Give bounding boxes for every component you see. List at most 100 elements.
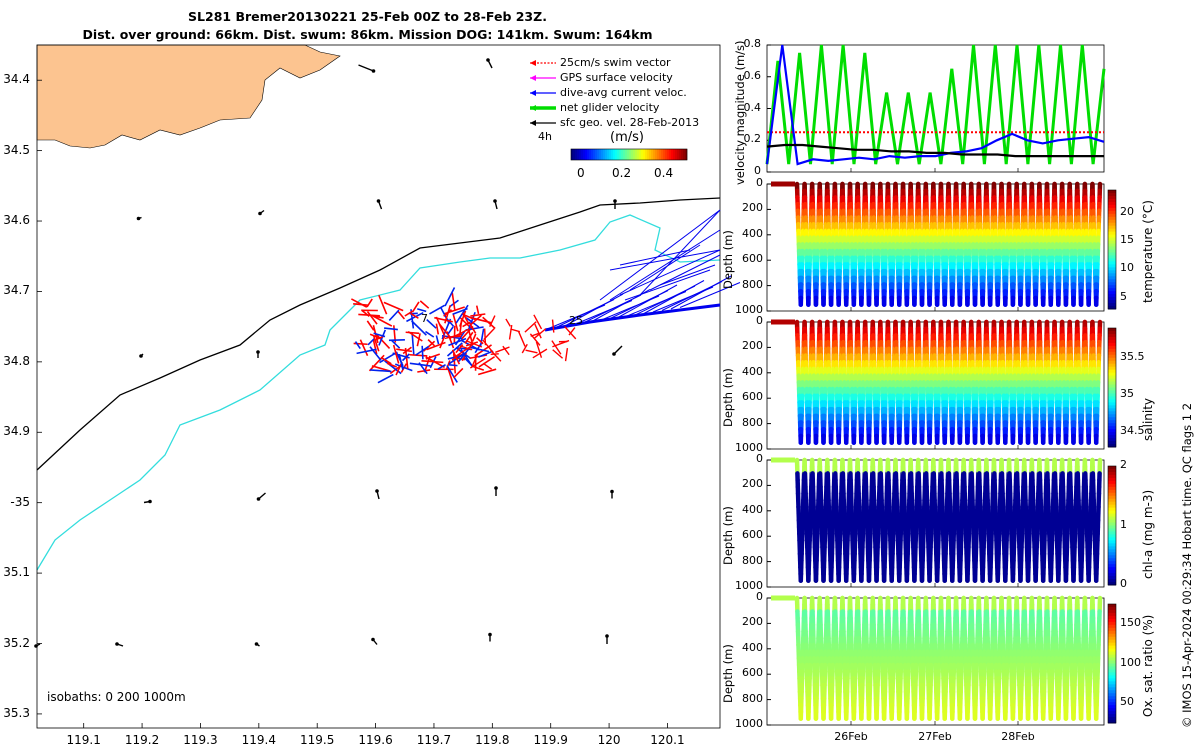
profile-colorbar-cell xyxy=(1108,396,1116,400)
map-colorbar-cell xyxy=(603,149,606,160)
profile-colorbar-cell xyxy=(1108,555,1116,559)
profile-colorbar-cell xyxy=(1108,328,1116,332)
profile-colorbar-cell xyxy=(1108,528,1116,532)
swim-vector xyxy=(373,332,386,338)
swim-vector xyxy=(490,353,499,356)
profile-colorbar-cell xyxy=(1108,204,1116,209)
swim-vector xyxy=(421,359,444,364)
map-colorbar-cell xyxy=(631,149,634,160)
sfc-geo-vector-head xyxy=(488,632,492,637)
map-colorbar-cell xyxy=(635,149,638,160)
sfc-geo-vector-head xyxy=(148,499,152,504)
profile-colorbar-cell xyxy=(1108,573,1116,577)
sfc-geo-vector-head xyxy=(613,199,617,203)
map-colorbar-cell xyxy=(585,149,588,160)
profile-colorbar-cell xyxy=(1108,234,1116,239)
profile-colorbar-cell xyxy=(1108,417,1116,421)
swim-vector xyxy=(372,315,393,327)
sfc-geo-vector xyxy=(358,64,374,72)
swim-vector xyxy=(426,319,437,329)
swim-vector xyxy=(437,364,446,370)
swim-vector xyxy=(533,328,547,340)
map-colorbar-cell xyxy=(593,149,596,160)
profile-colorbar-cell xyxy=(1108,190,1116,194)
dive-avg-current-vector xyxy=(616,284,678,319)
swim-vector xyxy=(410,312,419,319)
swim-vector xyxy=(427,339,436,347)
profile-colorbar-cell xyxy=(1108,576,1116,580)
swim-vector xyxy=(397,310,406,320)
swim-vector xyxy=(455,345,472,357)
sfc-geo-vector-head xyxy=(256,497,261,501)
profile-colorbar-cell xyxy=(1108,270,1116,274)
swim-vector xyxy=(366,311,378,325)
swim-vector xyxy=(411,333,415,355)
isobath-200m xyxy=(36,197,721,471)
profile-colorbar-cell xyxy=(1108,258,1116,262)
profile-colorbar-cell xyxy=(1108,366,1116,371)
map-colorbar-cell xyxy=(633,149,636,160)
map-colorbar-cell xyxy=(609,149,612,160)
map-colorbar-cell xyxy=(587,149,590,160)
swim-vector xyxy=(392,344,400,364)
sfc-geo-vector-head xyxy=(612,352,616,356)
sfc-geo-vector-head xyxy=(139,354,143,358)
swim-vector xyxy=(409,353,428,357)
profile-colorbar-cell xyxy=(1108,201,1116,206)
profile-colorbar-cell xyxy=(1108,426,1116,430)
profile-colorbar-cell xyxy=(1108,225,1116,230)
profile-colorbar-cell xyxy=(1108,438,1116,442)
map-colorbar-cell xyxy=(623,149,626,160)
dive-avg-current-vector xyxy=(624,269,711,301)
swim-vector xyxy=(391,340,401,349)
swim-vector xyxy=(458,347,471,363)
profile-colorbar-cell xyxy=(1108,192,1116,197)
swim-vector xyxy=(459,320,463,334)
dive-avg-current-vector xyxy=(679,282,741,308)
profile-colorbar-cell xyxy=(1108,537,1116,541)
swim-vector xyxy=(429,304,446,315)
sfc-geo-vector-head xyxy=(371,637,375,642)
profile-colorbar-cell xyxy=(1108,210,1116,215)
dive-avg-current-vector xyxy=(562,293,624,328)
swim-vector xyxy=(448,337,467,347)
profile-colorbar-cell xyxy=(1108,240,1116,245)
swim-vector xyxy=(372,335,380,352)
profile-colorbar-cell xyxy=(1108,369,1116,374)
swim-vector xyxy=(366,298,373,308)
profile-colorbar-cell xyxy=(1108,567,1116,571)
profile-colorbar-cell xyxy=(1108,492,1116,497)
profile-colorbar-cell xyxy=(1108,276,1116,280)
swim-vector xyxy=(468,346,490,353)
profile-colorbar-cell xyxy=(1108,468,1116,473)
map-colorbar-cell xyxy=(581,149,584,160)
swim-vector xyxy=(371,365,391,372)
profile-colorbar-cell xyxy=(1108,381,1116,386)
swim-vector xyxy=(505,318,511,327)
profile-colorbar-cell xyxy=(1108,342,1116,347)
swim-vector xyxy=(388,338,405,342)
profile-colorbar-cell xyxy=(1108,297,1116,301)
profile-colorbar-cell xyxy=(1108,393,1116,397)
profile-colorbar-cell xyxy=(1108,306,1116,310)
swim-vector xyxy=(375,335,384,341)
map-colorbar-cell xyxy=(571,149,574,160)
swim-vector xyxy=(380,356,392,365)
map-colorbar-cell xyxy=(619,149,622,160)
profile-colorbar-cell xyxy=(1108,375,1116,380)
swim-vector xyxy=(406,312,424,323)
swim-vector xyxy=(465,340,483,348)
swim-vector xyxy=(384,327,398,331)
map-axes-box xyxy=(36,44,721,729)
profile-colorbar-cell xyxy=(1108,466,1116,470)
swim-vector xyxy=(439,335,446,349)
profile-colorbar-cell xyxy=(1108,255,1116,259)
chart-title-line1: SL281 Bremer20130221 25-Feb 00Z to 28-Fe… xyxy=(188,9,547,24)
dive-avg-current-vector xyxy=(619,249,691,266)
profile-colorbar-cell xyxy=(1108,261,1116,265)
swim-vector xyxy=(370,369,392,373)
swim-vector xyxy=(377,373,394,384)
profile-colorbar-cell xyxy=(1108,243,1116,248)
swim-vector xyxy=(525,349,538,354)
swim-vector xyxy=(389,366,400,375)
